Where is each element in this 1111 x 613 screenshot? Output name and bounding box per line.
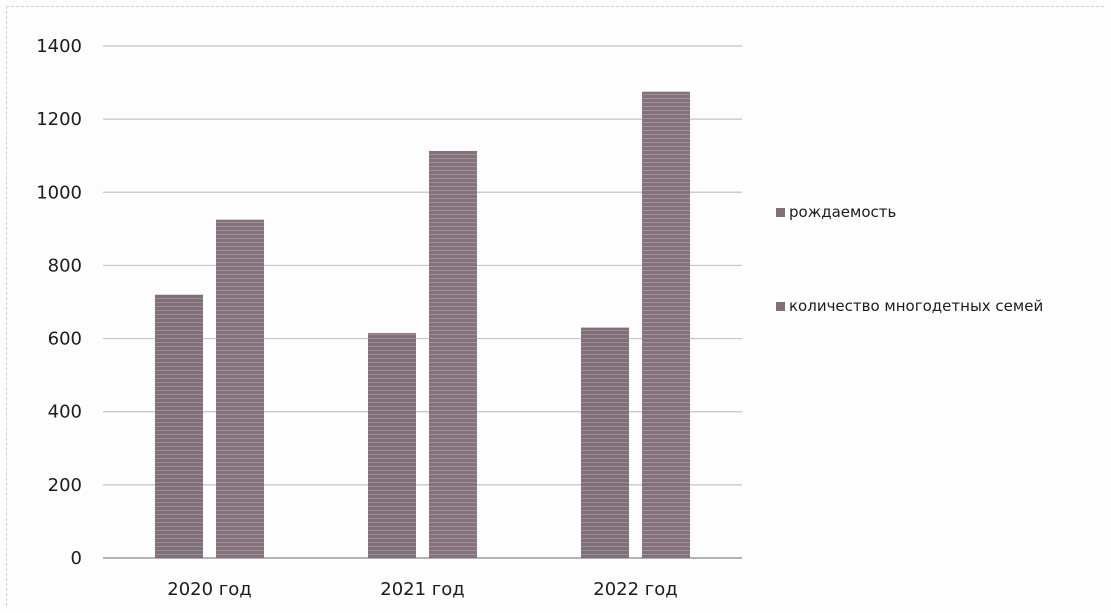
x-category-label: 2020 год: [167, 579, 251, 600]
legend-swatch-large-families: [776, 301, 785, 311]
bar-birth-rate-2: [368, 333, 416, 558]
x-category-label: 2022 год: [593, 579, 677, 600]
y-tick-label: 400: [48, 402, 82, 423]
legend: рождаемость количество многодетных семей: [776, 200, 1106, 388]
y-tick-label: 600: [48, 329, 82, 350]
frame-border-left: [6, 6, 7, 606]
legend-item-large-families: количество многодетных семей: [776, 294, 1106, 318]
x-axis-category-labels: 2020 год 2021 год 2022 год: [167, 579, 677, 600]
legend-label-large-families: количество многодетных семей: [789, 297, 1044, 315]
bar-large-families-1: [216, 219, 264, 558]
legend-label-birth-rate: рождаемость: [789, 203, 897, 221]
frame-border-top: [6, 6, 1104, 7]
bar-birth-rate-3: [581, 327, 629, 558]
gridlines: [103, 45, 742, 559]
bar-large-families-3: [642, 91, 690, 558]
bars: [155, 91, 690, 558]
bar-large-families-2: [429, 150, 477, 558]
bar-chart: 0 200 400 600 800 1000 1200 1400 2020 год 2021 г…: [36, 36, 742, 600]
y-tick-label: 800: [48, 255, 82, 276]
y-axis-tick-labels: 0 200 400 600 800 1000 1200 1400: [36, 36, 82, 569]
y-tick-label: 1400: [36, 36, 82, 57]
x-category-label: 2021 год: [380, 579, 464, 600]
legend-item-birth-rate: рождаемость: [776, 200, 1106, 224]
y-tick-label: 200: [48, 475, 82, 496]
y-tick-label: 1200: [36, 109, 82, 130]
legend-swatch-birth-rate: [776, 207, 785, 217]
y-tick-label: 0: [71, 548, 82, 569]
y-tick-label: 1000: [36, 182, 82, 203]
bar-birth-rate-1: [155, 294, 203, 558]
